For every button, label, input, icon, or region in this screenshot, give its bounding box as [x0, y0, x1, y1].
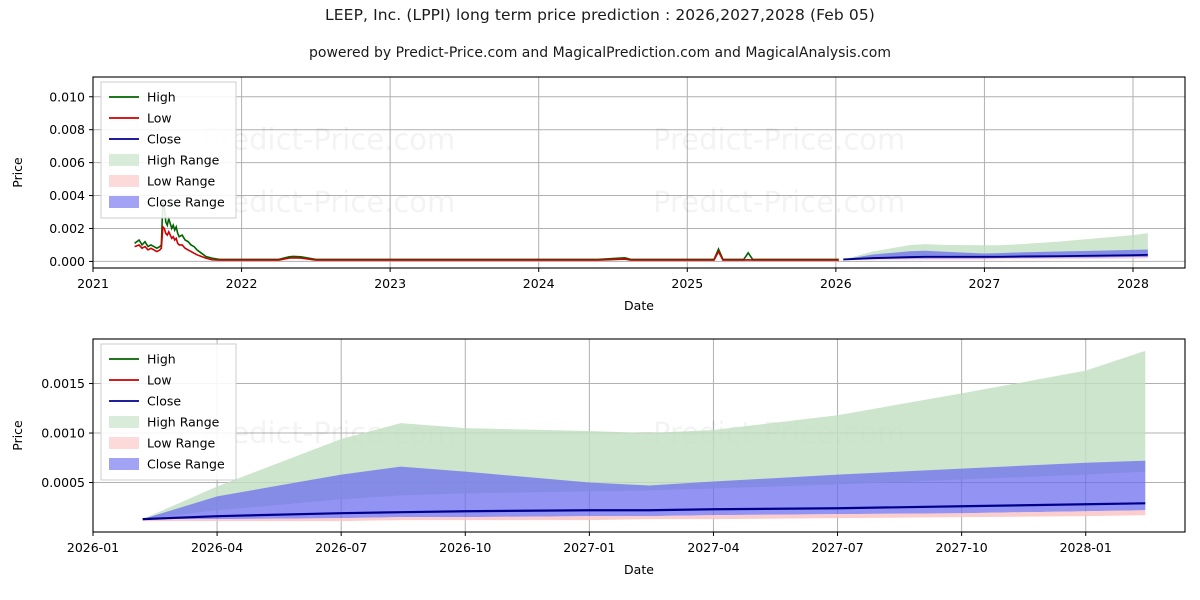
legend-item-label: Close Range	[147, 457, 225, 472]
y-tick-label: 0.008	[49, 122, 85, 137]
legend-item[interactable]: High	[109, 90, 176, 105]
legend-item[interactable]: Low	[109, 111, 172, 126]
legend-item[interactable]: High Range	[109, 415, 220, 430]
legend-item-label: High Range	[147, 415, 220, 430]
y-tick-label: 0.006	[49, 155, 85, 170]
axis-ticks: 0.000 0.002 0.004 0.006 0.008 0.010 2021 2022 20…	[49, 89, 1149, 291]
legend-background	[100, 81, 237, 219]
y-tick-label: 0.004	[49, 188, 85, 203]
watermark-text: Predict-Price.com	[203, 122, 455, 156]
legend-item-label: Low Range	[147, 174, 216, 189]
close-line	[142, 502, 1146, 521]
x-tick-label: 2022	[226, 276, 258, 291]
x-tick-label: 2028	[1117, 276, 1149, 291]
forecast-close-line	[843, 253, 1148, 261]
low-range-band	[843, 256, 1148, 260]
y-tick-label: 0.0005	[41, 475, 85, 490]
forecast-detail-chart: Predict-Price.comPredict-Price.com0.0005…	[10, 338, 1186, 577]
y-tick-label: 0.010	[49, 89, 85, 104]
x-tick-label: 2027	[969, 276, 1001, 291]
legend-item[interactable]: High	[109, 352, 176, 367]
legend-item-label: Close	[147, 132, 181, 147]
overview-chart: Predict-Price.com Predict-Price.com Predic…	[10, 76, 1186, 313]
y-tick-label: 0.002	[49, 221, 85, 236]
page-subtitle: powered by Predict-Price.com and Magical…	[309, 45, 891, 61]
gridlines	[92, 77, 1185, 268]
legend-item[interactable]: Close	[109, 394, 181, 409]
y-tick-label: 0.000	[49, 254, 85, 269]
x-tick-label: 2021	[77, 276, 109, 291]
close-range-band	[142, 460, 1146, 520]
legend-item-label: Low	[147, 111, 172, 126]
y-tick-label: 0.0015	[41, 376, 85, 391]
x-tick-label: 2027-07	[811, 540, 863, 555]
page-title: LEEP, Inc. (LPPI) long term price predic…	[325, 6, 875, 24]
legend-item-label: High	[147, 352, 176, 367]
y-axis-title: Price	[10, 420, 25, 451]
plot-frame	[92, 76, 1186, 269]
x-tick-label: 2026-04	[191, 540, 243, 555]
legend-patch-swatch	[109, 175, 139, 187]
legend-patch-swatch	[109, 458, 139, 470]
legend-patch-swatch	[109, 196, 139, 208]
legend-item[interactable]: Low	[109, 373, 172, 388]
x-tick-label: 2026-01	[67, 540, 119, 555]
x-tick-label: 2027-01	[563, 540, 615, 555]
legend-item-label: Low	[147, 373, 172, 388]
overview-watermarks: Predict-Price.com Predict-Price.com Predic…	[203, 122, 905, 219]
legend-item[interactable]: Close Range	[109, 457, 225, 472]
axis-ticks: 0.0005 0.0010 0.0015 2026-01 2026-04 2026-07 2…	[41, 376, 1112, 555]
forecast-legend: High Low Close High Range Low Range Close Ran…	[100, 343, 237, 481]
legend-background	[100, 343, 237, 481]
legend-item[interactable]: Close Range	[109, 195, 225, 210]
legend-patch-swatch	[109, 437, 139, 449]
plot-frame	[92, 338, 1186, 533]
x-axis-title: Date	[624, 298, 654, 313]
legend-item-label: Close Range	[147, 195, 225, 210]
watermark-text: Predict-Price.com	[653, 185, 905, 219]
legend-patch-swatch	[109, 154, 139, 166]
legend-item[interactable]: Close	[109, 132, 181, 147]
x-tick-label: 2024	[523, 276, 555, 291]
x-tick-label: 2026-10	[439, 540, 491, 555]
x-tick-label: 2023	[374, 276, 406, 291]
x-tick-label: 2028-01	[1060, 540, 1112, 555]
overview-legend: High Low Close High Range Low Range Close Ran…	[100, 81, 237, 219]
x-tick-label: 2026	[820, 276, 852, 291]
legend-item-label: Low Range	[147, 436, 216, 451]
y-tick-label: 0.0010	[41, 426, 85, 441]
x-tick-label: 2025	[671, 276, 703, 291]
legend-item-label: High Range	[147, 153, 220, 168]
history-low-line	[134, 224, 839, 261]
watermark-text: Predict-Price.com	[653, 122, 905, 156]
legend-item[interactable]: Low Range	[109, 436, 216, 451]
legend-patch-swatch	[109, 416, 139, 428]
low-range-band	[142, 510, 1146, 522]
x-tick-label: 2026-07	[315, 540, 367, 555]
y-axis-title: Price	[10, 157, 25, 188]
x-axis-title: Date	[624, 562, 654, 577]
legend-item-label: High	[147, 90, 176, 105]
legend-item-label: Close	[147, 394, 181, 409]
x-tick-label: 2027-04	[687, 540, 739, 555]
x-tick-label: 2027-10	[936, 540, 988, 555]
legend-item[interactable]: Low Range	[109, 174, 216, 189]
legend-item[interactable]: High Range	[109, 153, 220, 168]
watermark-text: Predict-Price.com	[203, 185, 455, 219]
